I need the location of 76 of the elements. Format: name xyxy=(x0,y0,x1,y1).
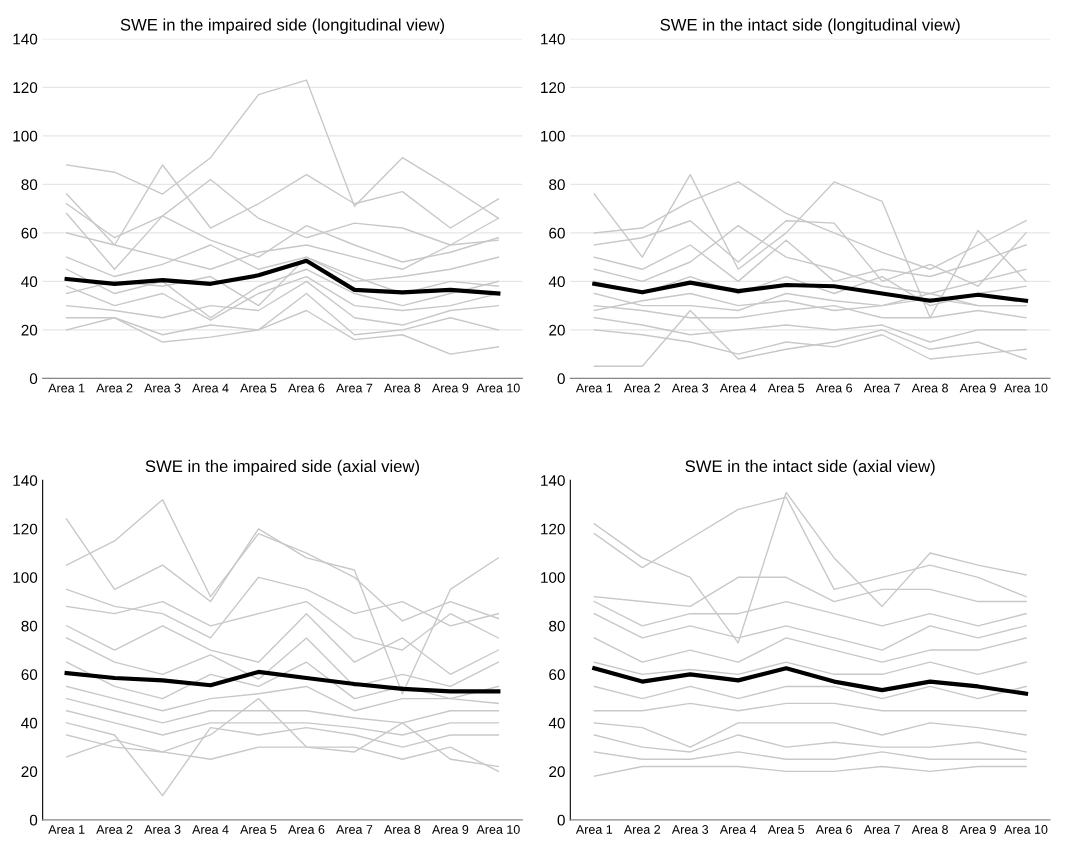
y-tick-label: 40 xyxy=(548,276,565,288)
x-tick-label: Area 4 xyxy=(192,383,229,393)
y-tick-label: 0 xyxy=(29,814,38,826)
y-tick-label: 140 xyxy=(541,475,565,486)
x-tick-label: Area 3 xyxy=(671,383,709,393)
x-tick-label: Area 8 xyxy=(911,825,948,834)
y-tick-label: 0 xyxy=(557,373,565,385)
y-tick-label: 80 xyxy=(549,620,565,632)
x-tick-label: Area 7 xyxy=(863,825,900,834)
chart-title: SWE in the intact side (axial view) xyxy=(685,459,935,476)
y-tick-label: 100 xyxy=(541,130,565,142)
y-tick-label: 80 xyxy=(21,620,38,632)
x-tick-label: Area 5 xyxy=(240,383,277,393)
y-tick-label: 60 xyxy=(549,669,565,681)
x-tick-label: Area 2 xyxy=(96,825,133,834)
x-tick-label: Area 5 xyxy=(767,383,805,393)
chart-title: SWE in the impaired side (axial view) xyxy=(145,459,420,476)
y-tick-label: 40 xyxy=(21,717,38,729)
x-tick-label: Area 4 xyxy=(719,825,757,834)
x-tick-label: Area 6 xyxy=(815,383,853,393)
x-tick-label: Area 8 xyxy=(911,383,948,393)
x-tick-label: Area 1 xyxy=(575,825,613,834)
y-tick-label: 20 xyxy=(549,324,565,336)
y-tick-label: 100 xyxy=(541,572,565,583)
x-tick-label: Area 7 xyxy=(863,383,900,393)
y-tick-label: 0 xyxy=(29,373,38,385)
x-tick-label: Area 10 xyxy=(476,825,520,834)
x-tick-label: Area 6 xyxy=(288,825,325,834)
y-tick-label: 40 xyxy=(21,276,38,288)
y-tick-label: 120 xyxy=(13,82,38,94)
chart-title: SWE in the impaired side (longitudinal view) xyxy=(120,18,445,34)
y-tick-label: 140 xyxy=(541,33,565,45)
y-tick-label: 60 xyxy=(21,227,38,239)
x-tick-label: Area 8 xyxy=(384,383,421,393)
x-tick-label: Area 9 xyxy=(432,383,469,393)
y-tick-label: 20 xyxy=(549,766,565,778)
y-tick-label: 60 xyxy=(549,227,565,239)
x-tick-label: Area 3 xyxy=(144,825,181,834)
y-tick-label: 120 xyxy=(541,523,565,535)
y-tick-label: 20 xyxy=(21,324,38,336)
x-tick-label: Area 9 xyxy=(432,825,469,834)
x-tick-label: Area 3 xyxy=(144,383,181,393)
y-tick-label: 120 xyxy=(13,523,38,535)
x-tick-label: Area 4 xyxy=(192,825,229,834)
x-tick-label: Area 10 xyxy=(1004,825,1048,834)
y-tick-label: 80 xyxy=(21,179,38,191)
y-tick-label: 100 xyxy=(13,572,38,583)
x-tick-label: Area 1 xyxy=(575,383,613,393)
y-tick-label: 0 xyxy=(557,814,565,826)
y-tick-label: 140 xyxy=(13,475,38,486)
x-tick-label: Area 10 xyxy=(1004,383,1048,393)
y-tick-label: 40 xyxy=(548,717,565,729)
y-tick-label: 80 xyxy=(549,179,565,191)
x-tick-label: Area 8 xyxy=(384,825,421,834)
x-tick-label: Area 3 xyxy=(671,825,709,834)
y-tick-label: 60 xyxy=(21,669,38,681)
x-tick-label: Area 1 xyxy=(48,383,85,393)
x-tick-label: Area 9 xyxy=(959,383,996,393)
y-tick-label: 20 xyxy=(21,766,38,778)
x-tick-label: Area 5 xyxy=(240,825,277,834)
x-tick-label: Area 4 xyxy=(719,383,757,393)
x-tick-label: Area 5 xyxy=(767,825,805,834)
x-tick-label: Area 2 xyxy=(623,383,661,393)
x-tick-label: Area 1 xyxy=(48,825,85,834)
y-tick-label: 120 xyxy=(541,82,565,94)
x-tick-label: Area 7 xyxy=(336,383,373,393)
x-tick-label: Area 10 xyxy=(476,383,520,393)
x-tick-label: Area 6 xyxy=(288,383,325,393)
x-tick-label: Area 7 xyxy=(336,825,373,834)
y-tick-label: 100 xyxy=(13,130,38,142)
chart-title: SWE in the intact side (longitudinal view) xyxy=(660,18,960,34)
x-tick-label: Area 2 xyxy=(623,825,661,834)
x-tick-label: Area 9 xyxy=(959,825,996,834)
y-tick-label: 140 xyxy=(13,33,38,45)
x-tick-label: Area 2 xyxy=(96,383,133,393)
x-tick-label: Area 6 xyxy=(815,825,853,834)
